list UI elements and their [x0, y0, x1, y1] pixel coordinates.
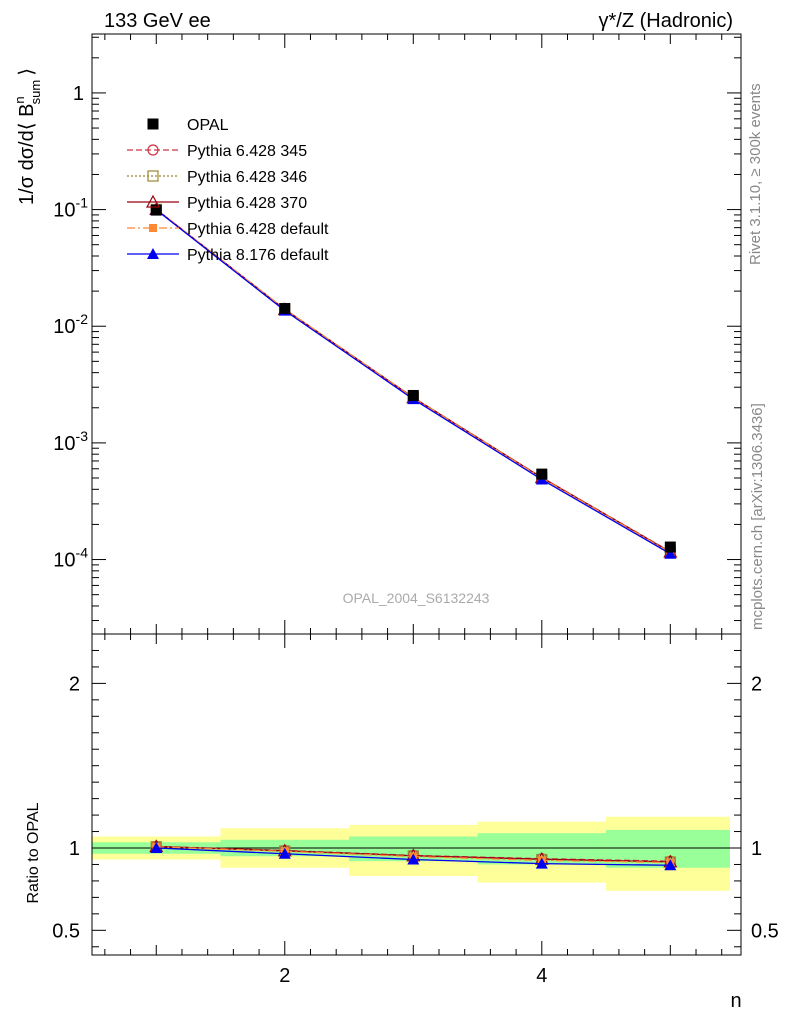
- y-tick-mantissa: 10: [53, 550, 75, 572]
- ratio-y-tick-label-right: 2: [751, 673, 762, 695]
- legend-marker: [147, 248, 159, 259]
- y-tick-label: 10-1: [53, 195, 88, 222]
- legend-label: Pythia 8.176 default: [187, 247, 329, 264]
- y-tick-label: 1: [73, 83, 84, 105]
- y-tick-exponent: -1: [76, 195, 89, 211]
- ratio-series-point: [150, 842, 163, 853]
- data-series: [150, 204, 676, 553]
- y-tick-mantissa: 10: [53, 433, 75, 455]
- ratio-series-point: [407, 853, 420, 865]
- ratio-y-tick-label-right: 0.5: [751, 920, 779, 942]
- ratio-series-point: [664, 859, 677, 871]
- analysis-watermark: OPAL_2004_S6132243: [343, 590, 490, 606]
- y-tick-mantissa: 10: [53, 200, 75, 222]
- legend-marker: [145, 194, 161, 208]
- ratio-series-point: [278, 847, 291, 859]
- legend-entry: Pythia 8.176 default: [127, 247, 329, 264]
- y-tick-label: 10-3: [53, 428, 88, 455]
- series-point: [664, 547, 677, 559]
- legend-entry: Pythia 6.428 370: [127, 194, 307, 212]
- data-point: [536, 468, 548, 480]
- y-tick-mantissa: 10: [53, 316, 75, 338]
- ratio-y-tick-label: 2: [69, 673, 80, 695]
- side-label-bottom: mcplots.cern.ch [arXiv:1306.3436]: [749, 403, 766, 630]
- legend-marker: [147, 144, 159, 156]
- y-tick-label: 10-2: [53, 311, 88, 338]
- data-point: [150, 204, 162, 216]
- title-right: γ*/Z (Hadronic): [599, 10, 733, 32]
- data-point: [279, 302, 291, 314]
- ratio-y-tick-label: 1: [69, 838, 80, 860]
- legend-entry: OPAL: [147, 117, 229, 134]
- y-tick-label: 10-4: [53, 545, 88, 572]
- legend-marker: [147, 170, 159, 182]
- legend-label: Pythia 6.428 346: [187, 169, 307, 186]
- ratio-series-point: [535, 857, 548, 869]
- x-axis-label: n: [730, 990, 741, 1012]
- y-tick-exponent: -2: [76, 311, 89, 327]
- y-label-main-sub: sum: [28, 80, 43, 105]
- ratio-frame: [91, 633, 742, 956]
- x-tick-label: 2: [279, 965, 290, 987]
- legend-label: Pythia 6.428 370: [187, 195, 307, 212]
- legend-label: Pythia 6.428 345: [187, 143, 307, 160]
- ratio-y-tick-label: 0.5: [52, 920, 80, 942]
- data-point: [664, 541, 676, 553]
- y-tick-exponent: -3: [76, 428, 89, 444]
- data-point: [407, 389, 419, 401]
- legend-entry: Pythia 6.428 default: [127, 221, 329, 238]
- title-left: 133 GeV ee: [104, 10, 211, 32]
- legend-entry: Pythia 6.428 346: [127, 169, 307, 186]
- y-tick-exponent: -4: [76, 545, 89, 561]
- main-panel: 10-410-310-210-11: [53, 33, 742, 635]
- ratio-y-tick-label-right: 1: [751, 838, 762, 860]
- y-axis-label-ratio: Ratio to OPAL: [25, 802, 42, 903]
- side-label-top: Rivet 3.1.10, ≥ 300k events: [747, 83, 764, 265]
- ratio-panel: 0.5 0.5 1 1 2 2 2 4: [52, 633, 779, 987]
- y-axis-label-main: 1/σ dσ/d⟨ Bnsum ⟩: [12, 68, 43, 205]
- series-line: [155, 208, 671, 554]
- legend: OPAL Pythia 6.428 345 Pythia 6.428 346 Pyth…: [127, 117, 329, 264]
- legend-label: OPAL: [187, 117, 229, 134]
- y-label-main-sup: n: [12, 96, 27, 103]
- legend-label: Pythia 6.428 default: [187, 221, 329, 238]
- y-label-main-close: ⟩: [16, 68, 38, 76]
- x-tick-label: 4: [536, 965, 547, 987]
- legend-marker: [149, 224, 157, 232]
- y-label-main-text: 1/σ dσ/d⟨ B: [16, 104, 38, 205]
- legend-marker: [147, 118, 159, 130]
- legend-entry: Pythia 6.428 345: [127, 143, 307, 160]
- ratio-series-4: [150, 842, 677, 871]
